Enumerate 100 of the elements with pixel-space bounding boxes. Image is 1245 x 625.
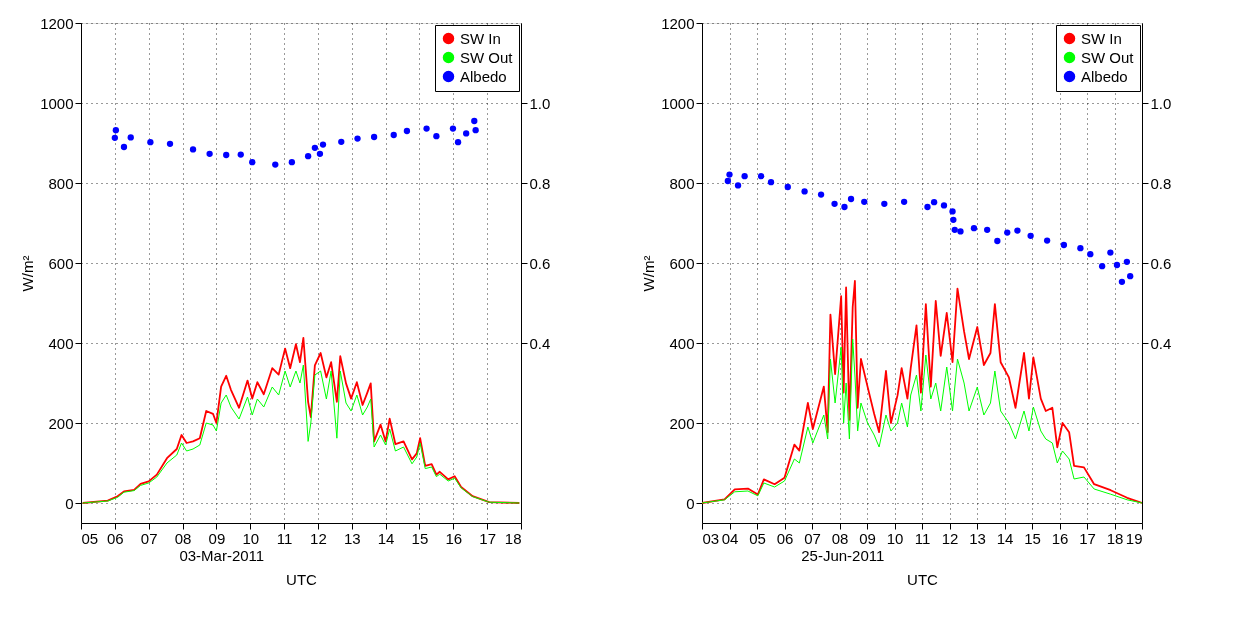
point: [817, 191, 825, 198]
point: [801, 188, 808, 195]
point: [454, 139, 462, 146]
point: [726, 171, 733, 178]
x-tick-label: 13: [343, 529, 361, 547]
point: [472, 127, 479, 134]
x-axis-title: UTC: [286, 570, 318, 588]
x-tick-label: 14: [996, 529, 1014, 547]
point: [189, 146, 197, 153]
point: [1118, 278, 1126, 285]
legend-label: SW Out: [1081, 48, 1135, 66]
point: [847, 195, 855, 203]
point: [1107, 249, 1114, 256]
x-tick-label: 17: [479, 529, 496, 547]
point: [1127, 273, 1134, 280]
point: [147, 139, 154, 146]
y-axis-title: W/m²: [640, 255, 658, 292]
point: [1123, 258, 1131, 265]
x-tick-label: 05: [749, 529, 766, 547]
point: [288, 159, 296, 166]
point: [206, 150, 213, 157]
legend-label: SW In: [1081, 29, 1122, 47]
point: [370, 133, 378, 141]
y-tick-label: 200: [669, 414, 695, 432]
point: [900, 198, 908, 205]
x-tick-label: 11: [276, 529, 293, 547]
x-tick-label: 07: [140, 529, 158, 547]
point: [1077, 245, 1084, 252]
x-tick-label: 07: [804, 529, 821, 547]
point: [354, 135, 361, 142]
text: 25-Jun-2011: [801, 547, 885, 564]
y-tick-label: 1000: [40, 94, 74, 112]
point: [403, 127, 411, 135]
point: [127, 134, 134, 141]
y2-tick-label: 0.8: [1150, 174, 1172, 192]
y2-tick-label: 0.4: [529, 334, 551, 352]
point: [784, 183, 791, 191]
point: [1098, 263, 1106, 270]
x-tick-label: 09: [208, 529, 226, 547]
point: [1027, 232, 1034, 239]
y-tick-label: 400: [48, 334, 74, 352]
y-tick-label: 0: [686, 494, 695, 512]
x-tick-label: 04: [721, 529, 739, 547]
point: [734, 182, 742, 189]
x-tick-label: 13: [969, 529, 986, 547]
point: [1113, 261, 1121, 269]
y-tick-label: 800: [669, 174, 695, 192]
y2-tick-label: 1.0: [1150, 94, 1172, 112]
point: [924, 203, 931, 211]
y-tick-label: 1200: [40, 14, 74, 32]
point: [1004, 229, 1011, 236]
point: [949, 208, 956, 215]
y-tick-label: 600: [48, 254, 74, 272]
legend-label: SW Out: [460, 48, 514, 66]
x-tick-label: 05: [81, 529, 99, 547]
point: [319, 141, 327, 148]
x-tick-label: 14: [377, 529, 395, 547]
legend-label: Albedo: [1081, 67, 1128, 85]
point: [390, 131, 397, 139]
x-tick-label: 15: [1024, 529, 1041, 547]
text: 03-Mar-2011: [179, 547, 265, 564]
x-tick-label: 10: [242, 529, 260, 547]
y-tick-label: 200: [48, 414, 74, 432]
y2-tick-label: 1.0: [529, 94, 551, 112]
y-tick-label: 1200: [661, 14, 695, 32]
point: [831, 200, 838, 207]
point: [471, 117, 478, 125]
point: [249, 159, 256, 166]
x-tick-label: 12: [310, 529, 327, 547]
point: [304, 153, 312, 160]
legend-label: Albedo: [460, 67, 507, 85]
point: [741, 173, 748, 180]
point: [112, 127, 120, 134]
point: [984, 226, 991, 233]
y-axis-title: W/m²: [19, 255, 37, 292]
point: [463, 130, 470, 137]
point: [111, 134, 119, 141]
point: [930, 199, 938, 206]
x-tick-label: 11: [914, 529, 931, 547]
x-tick-label: 06: [776, 529, 794, 547]
point: [1087, 251, 1094, 258]
point: [951, 226, 958, 233]
point: [449, 125, 457, 132]
x-tick-label: 18: [1106, 529, 1124, 547]
legend-label: SW In: [460, 29, 501, 47]
point: [724, 177, 732, 185]
point: [970, 225, 978, 232]
x-tick-label: 09: [859, 529, 876, 547]
point: [957, 228, 964, 235]
point: [223, 151, 230, 159]
point: [1043, 237, 1051, 244]
x-tick-label: 12: [941, 529, 959, 547]
x-tick-label: 08: [174, 529, 192, 547]
y2-tick-label: 0.6: [529, 254, 551, 272]
y-tick-label: 1000: [661, 94, 695, 112]
point: [338, 138, 345, 145]
x-tick-label: 16: [1051, 529, 1069, 547]
y2-tick-label: 0.8: [529, 174, 551, 192]
point: [841, 203, 848, 211]
point: [1060, 241, 1068, 249]
